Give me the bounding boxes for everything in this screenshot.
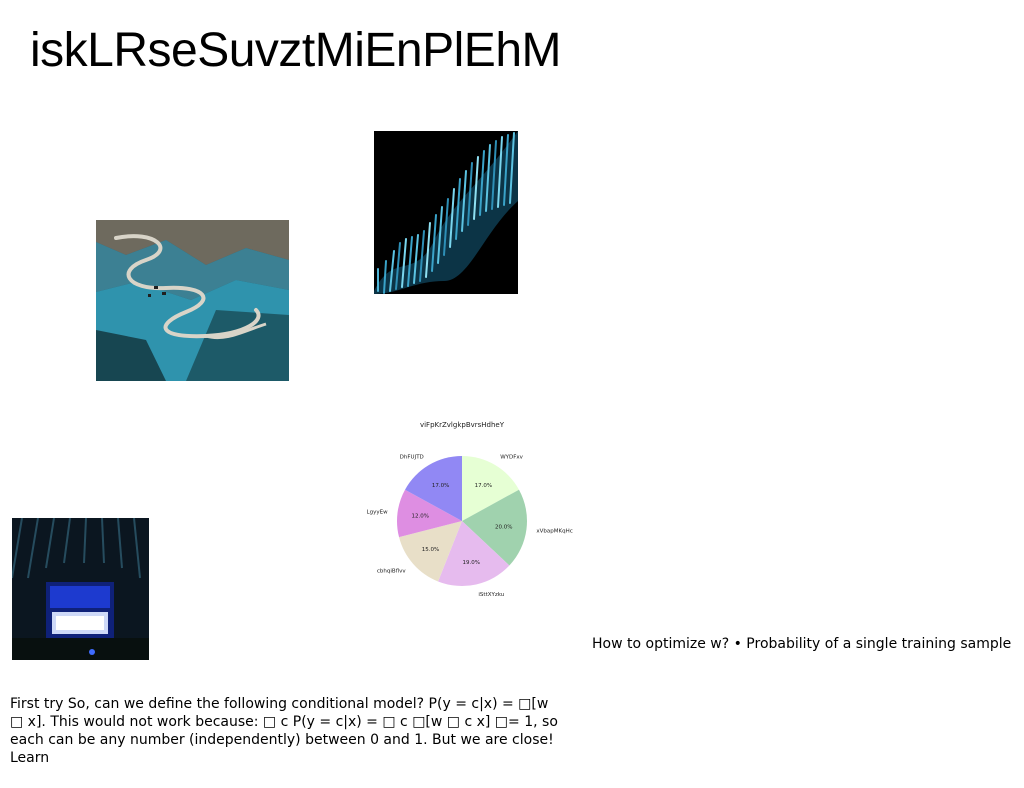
abstract-wave-photo — [374, 131, 518, 294]
pie-slice-xVbapMKqHc — [462, 489, 527, 566]
mountain-road-photo — [96, 220, 289, 381]
pie-category-label: cbhqiBflvv — [377, 569, 407, 575]
pie-category-label: DhFUJTD — [400, 454, 424, 460]
neon-sign-illustration — [12, 518, 149, 660]
pie-slice-iSttXYzku — [438, 521, 510, 587]
pie-category-label: iSttXYzku — [478, 592, 504, 598]
neon-sign-photo — [12, 518, 149, 660]
pie-slices — [397, 456, 527, 587]
pie-pct-label: 17.0% — [432, 483, 449, 489]
pie-slice-DhFUJTD — [405, 456, 462, 521]
pie-slice-WYDFxv — [462, 456, 519, 521]
side-text: How to optimize w? • Probability of a si… — [592, 636, 1012, 652]
pie-pct-label: 20.0% — [495, 524, 512, 530]
body-text: First try So, can we define the followin… — [10, 696, 558, 766]
mountain-road-illustration — [96, 220, 289, 381]
abstract-wave-illustration — [374, 131, 518, 294]
pie-pct-label: 15.0% — [422, 547, 439, 553]
pie-slice-LgyyEw — [397, 489, 462, 538]
pie-pct-label: 19.0% — [462, 560, 479, 566]
pie-slice-cbhqiBflvv — [399, 521, 462, 582]
pie-labels: 17.0% WYDFxv 20.0% xVbapMKqHc 19.0% iSttXYzku… — [367, 454, 573, 598]
pie-pct-label: 17.0% — [475, 483, 492, 489]
pie-pct-label: 12.0% — [412, 514, 429, 520]
pie-category-label: xVbapMKqHc — [536, 528, 572, 534]
page-title: iskLRseSuvztMiEnPlEhM — [30, 24, 562, 77]
pie-category-label: LgyyEw — [367, 510, 389, 516]
pie-chart: viFpKrZvlgkpBvrsHdheY 17.0% WYDFxv 20.0% xV… — [367, 421, 573, 598]
chart-title: viFpKrZvlgkpBvrsHdheY — [420, 421, 505, 429]
pie-category-label: WYDFxv — [500, 454, 523, 460]
